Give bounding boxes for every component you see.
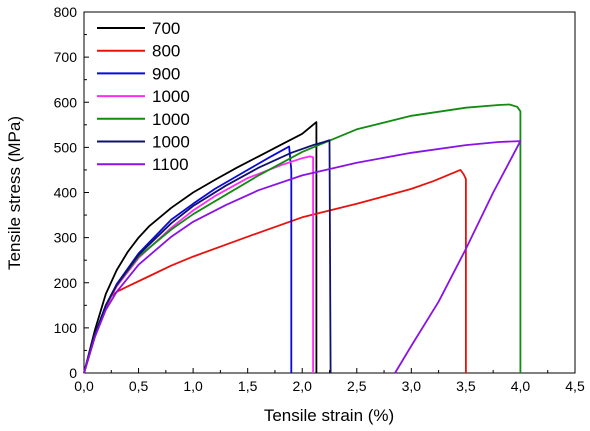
y-tick-label: 400 <box>54 185 78 201</box>
legend-label: 700 <box>152 19 180 38</box>
series-line-1100-6 <box>83 140 522 374</box>
x-tick-label: 4,5 <box>565 378 585 394</box>
legend-label: 900 <box>152 64 180 83</box>
series-line-1000-5 <box>83 139 332 374</box>
y-tick-label: 300 <box>54 230 78 246</box>
x-tick-label: 3,5 <box>456 378 476 394</box>
x-axis-title: Tensile strain (%) <box>264 406 394 425</box>
series-line-700-0 <box>83 121 318 374</box>
x-tick-label: 3,0 <box>402 378 422 394</box>
series-line-1000-4 <box>83 103 522 374</box>
x-tick-label: 0,0 <box>74 378 94 394</box>
y-tick-label: 500 <box>54 139 78 155</box>
series-line-800-1 <box>83 168 467 374</box>
y-tick-label: 0 <box>69 365 77 381</box>
x-tick-label: 2,5 <box>347 378 367 394</box>
x-tick-label: 1,0 <box>183 378 203 394</box>
x-tick-label: 0,5 <box>129 378 149 394</box>
legend: 700 800 900 1000 1000 1000 1100 <box>97 19 190 174</box>
y-tick-label: 100 <box>54 320 78 336</box>
x-tick-label: 1,5 <box>238 378 258 394</box>
y-tick-label: 800 <box>54 4 78 20</box>
x-tick-label: 2,0 <box>292 378 312 394</box>
legend-label: 800 <box>152 42 180 61</box>
legend-label: 1000 <box>152 87 190 106</box>
x-tick-label: 4,0 <box>511 378 531 394</box>
y-tick-label: 600 <box>54 94 78 110</box>
y-axis-title: Tensile stress (MPa) <box>5 116 24 270</box>
y-tick-label: 200 <box>54 275 78 291</box>
legend-label: 1000 <box>152 110 190 129</box>
plot-area: 0,0 0,5 1,0 1,5 2,0 2,5 3,0 3,5 4,0 4,5 0 100 200 300… <box>54 4 585 394</box>
y-tick-label: 700 <box>54 49 78 65</box>
legend-label: 1100 <box>152 155 189 174</box>
legend-label: 1000 <box>152 133 190 152</box>
